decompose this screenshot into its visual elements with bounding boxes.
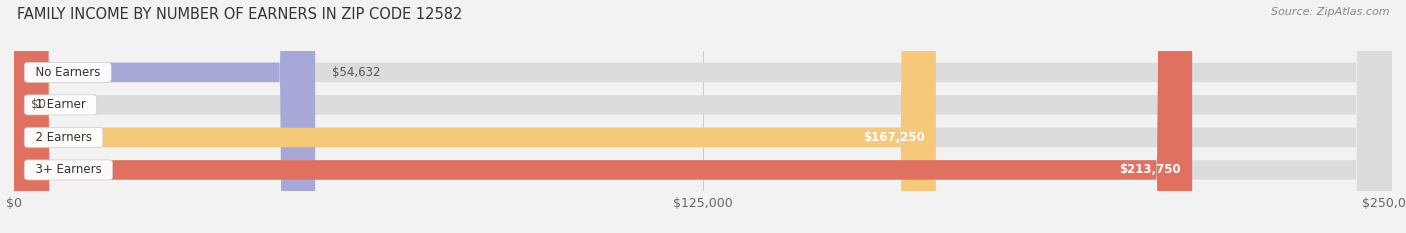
- FancyBboxPatch shape: [14, 0, 1392, 233]
- Text: No Earners: No Earners: [28, 66, 108, 79]
- FancyBboxPatch shape: [14, 0, 315, 233]
- Text: FAMILY INCOME BY NUMBER OF EARNERS IN ZIP CODE 12582: FAMILY INCOME BY NUMBER OF EARNERS IN ZI…: [17, 7, 463, 22]
- FancyBboxPatch shape: [14, 0, 1392, 233]
- FancyBboxPatch shape: [14, 0, 1392, 233]
- Text: Source: ZipAtlas.com: Source: ZipAtlas.com: [1271, 7, 1389, 17]
- FancyBboxPatch shape: [14, 0, 936, 233]
- Text: 1 Earner: 1 Earner: [28, 98, 93, 111]
- FancyBboxPatch shape: [14, 0, 1192, 233]
- Text: $213,750: $213,750: [1119, 163, 1181, 176]
- Text: 3+ Earners: 3+ Earners: [28, 163, 110, 176]
- Text: $0: $0: [31, 98, 45, 111]
- Text: $167,250: $167,250: [863, 131, 925, 144]
- FancyBboxPatch shape: [14, 0, 1392, 233]
- Text: 2 Earners: 2 Earners: [28, 131, 100, 144]
- Text: $54,632: $54,632: [332, 66, 380, 79]
